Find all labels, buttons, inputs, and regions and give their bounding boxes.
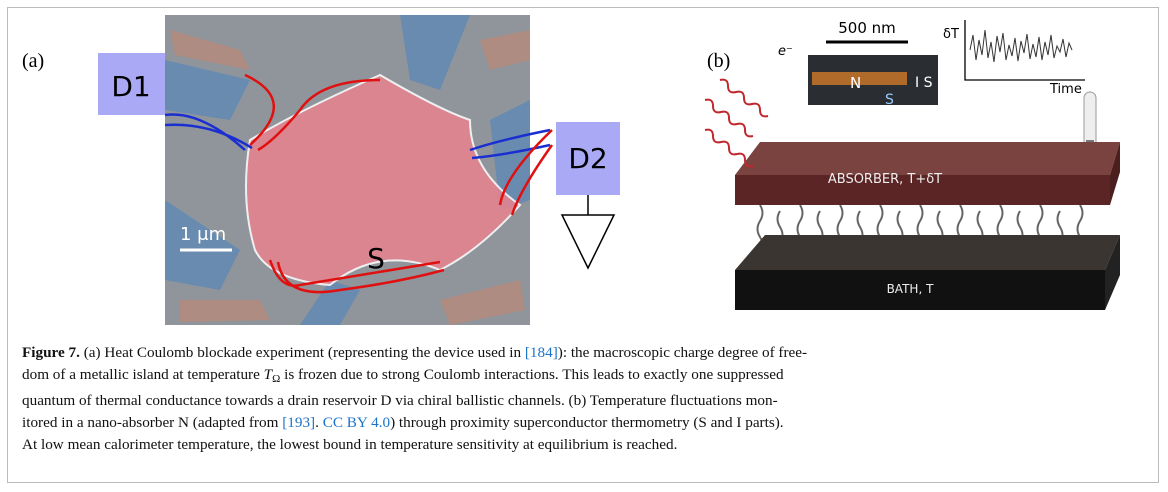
caption-text: ): the macroscopic charge degree of free… bbox=[557, 344, 808, 361]
bath-front bbox=[735, 270, 1105, 310]
reference-link[interactable]: [193] bbox=[282, 414, 316, 431]
panel-label: (a) bbox=[22, 50, 44, 72]
caption-line: At low mean calorimeter temperature, the… bbox=[22, 434, 1152, 456]
caption-text: Figure 7. bbox=[22, 344, 80, 361]
electron-waves bbox=[704, 78, 769, 168]
caption-text: is frozen due to strong Coulomb interact… bbox=[280, 366, 784, 383]
caption-line: quantum of thermal conductance towards a… bbox=[22, 390, 1152, 412]
caption-text: (a) Heat Coulomb blockade experiment (re… bbox=[79, 344, 525, 361]
caption-text: ) through proximity superconductor therm… bbox=[390, 414, 784, 431]
slab-label: ABSORBER, T+δT bbox=[828, 172, 942, 187]
figure: (a) D1 D2 S 1 μm (b) 500 nm N S I S δT T… bbox=[22, 15, 1120, 325]
bath-side bbox=[1105, 235, 1120, 310]
trace bbox=[969, 29, 1073, 63]
red-channel bbox=[244, 73, 381, 152]
reference-link[interactable]: [184] bbox=[524, 344, 558, 361]
caption-text: Ω bbox=[272, 373, 281, 385]
island-label: S bbox=[367, 242, 385, 275]
trace-axes bbox=[964, 20, 1085, 81]
absorber-top bbox=[735, 142, 1120, 175]
reservoir-box bbox=[98, 53, 165, 115]
inset-label: S bbox=[885, 92, 894, 108]
caption-text: . bbox=[315, 414, 323, 431]
caption-line: Figure 7. (a) Heat Coulomb blockade expe… bbox=[22, 342, 1152, 364]
scale-label: 500 nm bbox=[838, 19, 896, 37]
caption: Figure 7. (a) Heat Coulomb blockade expe… bbox=[22, 342, 1152, 456]
reservoir-box bbox=[556, 122, 620, 195]
caption-text: T bbox=[263, 366, 273, 383]
slab-label: BATH, T bbox=[887, 282, 934, 296]
caption-text: itored in a nano-absorber N (adapted fro… bbox=[22, 414, 283, 431]
electron-label: e⁻ bbox=[778, 44, 793, 59]
absorber-side bbox=[1110, 142, 1120, 205]
ground-symbol bbox=[560, 195, 616, 270]
red-channel bbox=[268, 259, 445, 294]
absorber-front bbox=[735, 175, 1110, 205]
caption-line: itored in a nano-absorber N (adapted fro… bbox=[22, 412, 1152, 434]
reference-link[interactable]: CC BY 4.0 bbox=[322, 414, 391, 431]
inset-strip bbox=[812, 72, 907, 85]
caption-text: dom of a metallic island at temperature bbox=[22, 366, 264, 383]
box-label: D1 bbox=[111, 70, 150, 103]
blue-channel bbox=[469, 128, 551, 160]
island bbox=[245, 73, 522, 287]
red-channel bbox=[498, 129, 554, 216]
scale-label: 1 μm bbox=[180, 224, 226, 245]
box-label: D2 bbox=[568, 142, 607, 175]
caption-text: At low mean calorimeter temperature, the… bbox=[22, 436, 678, 453]
gold-leads bbox=[170, 30, 530, 325]
figure-frame bbox=[7, 7, 1159, 483]
blue-channel bbox=[164, 113, 253, 151]
bath-top bbox=[735, 235, 1120, 270]
inset-label: I S bbox=[915, 75, 933, 91]
trace-axis-label: δT bbox=[943, 27, 959, 42]
panel-label: (b) bbox=[707, 50, 730, 72]
trace-axis-label: Time bbox=[1049, 82, 1082, 97]
caption-text: quantum of thermal conductance towards a… bbox=[22, 392, 778, 409]
inset-label: N bbox=[850, 74, 861, 92]
caption-line: dom of a metallic island at temperature … bbox=[22, 364, 1152, 390]
